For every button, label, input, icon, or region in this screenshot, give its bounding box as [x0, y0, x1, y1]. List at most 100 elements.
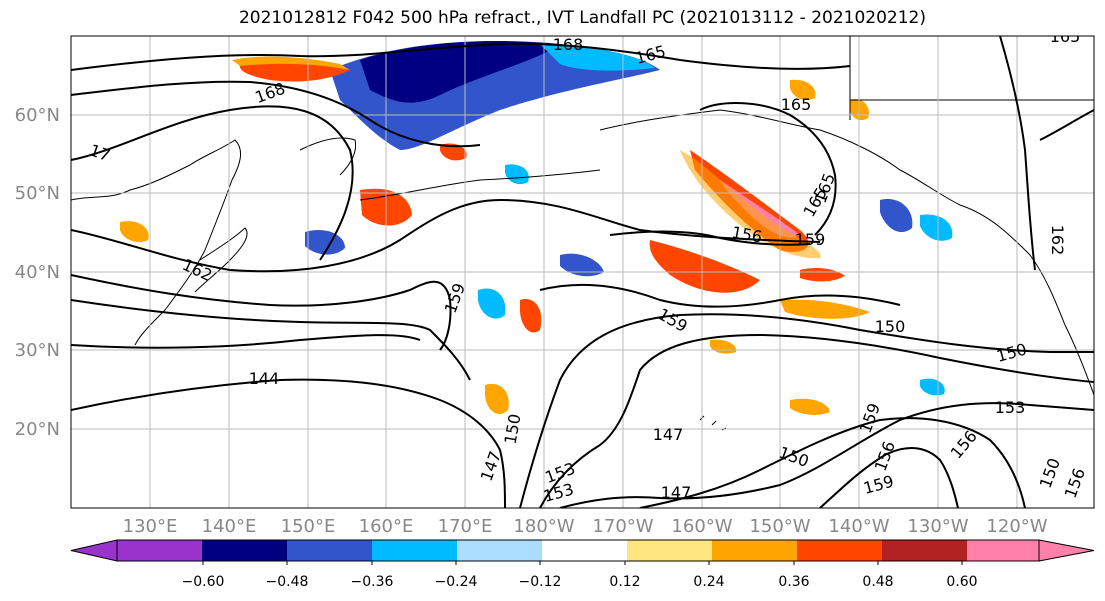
colorbar-segment [372, 540, 457, 561]
contour-label: 147 [661, 483, 692, 502]
colorbar-tick-label: −0.36 [351, 574, 394, 590]
contour-line [71, 299, 471, 381]
longitude-label: 130°E [123, 516, 178, 537]
contour-line [819, 447, 959, 508]
longitude-label: 160°E [359, 516, 414, 537]
negative-patch-light [540, 44, 655, 71]
negative-patch-north-core [360, 41, 560, 103]
colorbar-tick-label: 0.36 [778, 574, 809, 590]
longitude-label: 160°W [671, 516, 732, 537]
negative-patch-mid4 [880, 199, 913, 233]
gridlines [71, 36, 1094, 508]
height-contours [71, 36, 1094, 508]
negative-patch-mid5 [920, 214, 953, 241]
colorbar-tick-label: 0.24 [693, 574, 724, 590]
longitude-label: 150°E [281, 516, 336, 537]
contour-line [71, 198, 821, 273]
positive-patch-mid6 [790, 79, 816, 101]
positive-patch-ne-rim [680, 150, 821, 259]
contour-line [71, 80, 481, 148]
latitude-label: 60°N [15, 105, 60, 126]
colorbar-outline [116, 539, 1040, 562]
contour-label: 159 [795, 230, 826, 249]
longitude-label: 150°W [749, 516, 810, 537]
map-title: 2021012812 F042 500 hPa refract., IVT La… [238, 8, 926, 28]
colorbar-segment [882, 540, 967, 561]
latitude-labels: 60°N 50°N 40°N 30°N 20°N [15, 105, 60, 440]
positive-patch-mid5 [440, 143, 467, 161]
contour-line [539, 283, 901, 308]
contour-line [71, 334, 421, 349]
positive-patch-mid3 [780, 299, 870, 319]
colorbar-segment [287, 540, 372, 561]
longitude-label: 130°W [907, 516, 968, 537]
contour-line [1039, 109, 1094, 141]
contour-label: 165 [1050, 27, 1081, 46]
positive-patch-south1 [485, 383, 509, 415]
contour-line [559, 402, 1094, 508]
colorbar-segment [797, 540, 882, 561]
colorbar-segment [117, 540, 202, 561]
colorbar-segment [627, 540, 712, 561]
contour-label: 147 [653, 425, 684, 444]
colorbar-segment [457, 540, 542, 561]
negative-patch-mid2 [560, 253, 604, 277]
map-frame [70, 35, 1095, 509]
colorbar-tick-labels: −0.60 −0.48 −0.36 −0.24 −0.12 0.12 0.24 0.36 0.4… [182, 574, 978, 590]
contour-label: 150 [875, 317, 906, 336]
contour-line [71, 274, 452, 351]
positive-patch-mid4 [800, 268, 845, 282]
negative-patch-east [920, 378, 945, 396]
negative-patch-mid3 [478, 288, 506, 319]
colorbar-tick-label: −0.60 [182, 574, 225, 590]
positive-patch-sw [120, 221, 149, 243]
longitude-label: 170°W [592, 516, 653, 537]
latitude-label: 50°N [15, 183, 60, 204]
contour-line [71, 378, 506, 508]
contour-line [519, 313, 1094, 508]
longitude-label: 120°W [986, 516, 1047, 537]
positive-patch-mid1 [649, 240, 760, 293]
positive-patch-mid8 [790, 398, 830, 415]
positive-patch-nw-rim [232, 56, 350, 70]
colorbar [70, 539, 1095, 565]
colorbar-segment [202, 540, 287, 561]
asia-coast [71, 139, 242, 346]
kamchatka-coast [299, 137, 357, 176]
colorbar-tick-label: 0.12 [609, 574, 640, 590]
colorbar-tick-label: 0.48 [862, 574, 893, 590]
longitude-label: 170°E [438, 516, 493, 537]
japan-coast [194, 227, 248, 293]
contour-line [609, 230, 811, 246]
longitude-labels: 130°E 140°E 150°E 160°E 170°E 180°W 170°W 160°W… [123, 516, 1048, 537]
colorbar-segment [712, 540, 797, 561]
latitude-label: 40°N [15, 262, 60, 283]
longitude-label: 140°W [828, 516, 889, 537]
contour-line [539, 333, 1094, 508]
contour-line [71, 105, 354, 261]
latitude-label: 30°N [15, 340, 60, 361]
contour-line [999, 36, 1036, 271]
colorbar-tick-label: −0.48 [266, 574, 309, 590]
aleutian-chain [359, 169, 601, 201]
positive-patch-nw [239, 62, 350, 82]
colorbar-segment [967, 540, 1039, 561]
positive-patch-south2 [520, 299, 542, 333]
contour-label: 144 [249, 369, 280, 388]
contour-line [71, 42, 851, 71]
colorbar-arrow-right [1038, 539, 1095, 562]
longitude-label: 180°W [513, 516, 574, 537]
contour-label: 165 [781, 95, 812, 114]
contour-label: 168 [553, 35, 584, 54]
alaska-coast [599, 109, 961, 206]
colorbar-segment [542, 540, 627, 561]
colorbar-tick-label: −0.24 [435, 574, 478, 590]
contour-line [699, 102, 837, 236]
negative-patch-mid6 [505, 164, 529, 185]
colorbar-arrow-left [70, 539, 118, 562]
coastline-layer [71, 36, 1094, 431]
colorbar-tick-label: −0.12 [519, 574, 562, 590]
contour-label: 153 [995, 398, 1026, 417]
